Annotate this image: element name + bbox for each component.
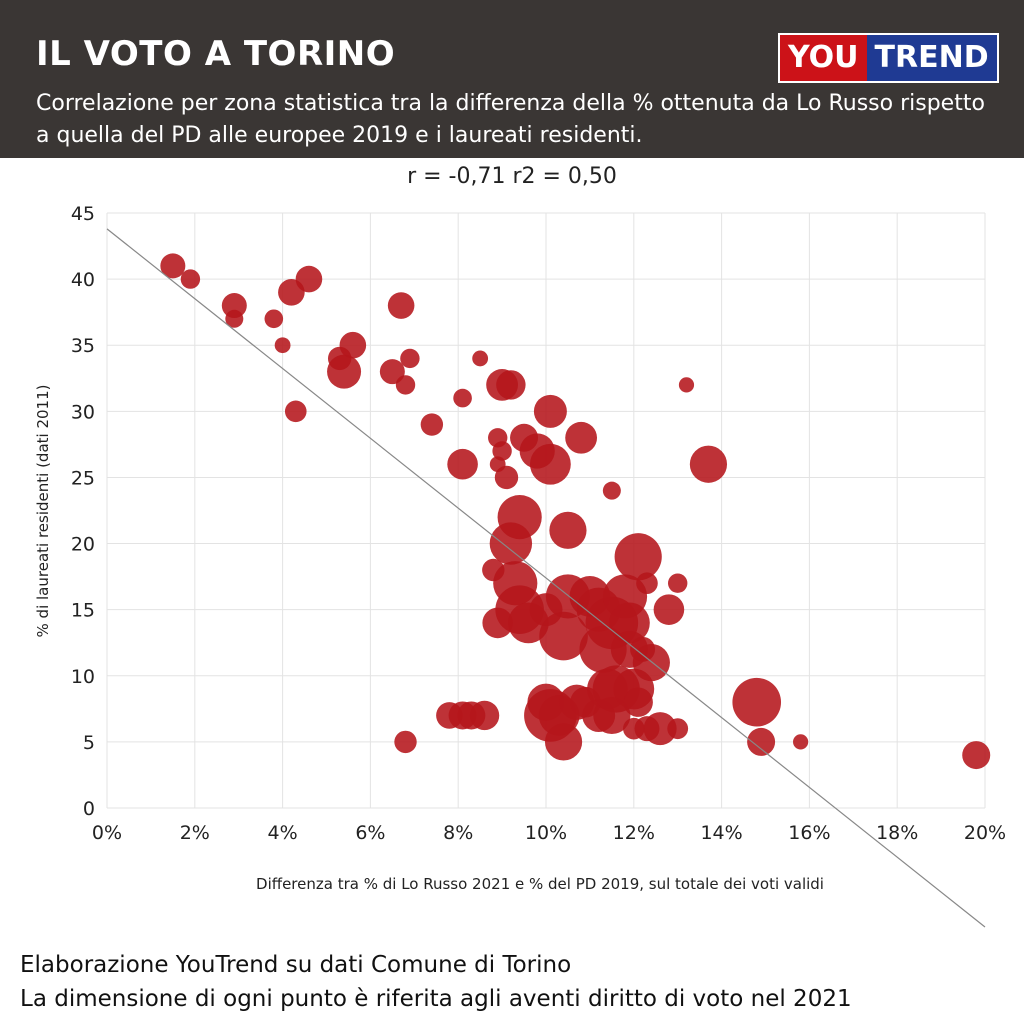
data-point bbox=[469, 700, 500, 731]
data-point bbox=[395, 375, 416, 395]
y-tick-label: 40 bbox=[71, 269, 95, 291]
data-point bbox=[447, 448, 478, 480]
data-point bbox=[327, 354, 362, 389]
x-tick-label: 6% bbox=[355, 822, 385, 844]
footer-size-note: La dimensione di ogni punto è riferita a… bbox=[20, 986, 852, 1012]
x-tick-label: 8% bbox=[443, 822, 473, 844]
data-point bbox=[678, 377, 695, 393]
data-point bbox=[602, 481, 621, 500]
data-point bbox=[379, 359, 405, 385]
x-tick-label: 16% bbox=[788, 822, 830, 844]
x-tick-label: 0% bbox=[92, 822, 122, 844]
x-tick-label: 14% bbox=[700, 822, 742, 844]
logo-trend: TREND bbox=[866, 35, 997, 81]
data-point bbox=[494, 465, 519, 490]
y-axis-label: % di laureati residenti (dati 2011) bbox=[34, 385, 52, 638]
trendline-group bbox=[106, 228, 986, 928]
data-point bbox=[643, 712, 677, 746]
y-axis-ticks: 0 5 10 15 20 25 30 35 40 45 bbox=[71, 203, 95, 820]
y-tick-label: 45 bbox=[71, 203, 95, 225]
data-point bbox=[472, 350, 489, 367]
data-point bbox=[667, 718, 689, 740]
y-tick-label: 20 bbox=[71, 534, 95, 556]
page-title: IL VOTO A TORINO bbox=[36, 34, 396, 74]
data-point bbox=[492, 441, 512, 461]
x-axis-label: Differenza tra % di Lo Russo 2021 e % de… bbox=[256, 875, 824, 893]
data-point bbox=[225, 309, 244, 328]
x-tick-label: 20% bbox=[964, 822, 1006, 844]
data-point bbox=[609, 602, 650, 644]
data-point bbox=[221, 293, 247, 319]
data-point bbox=[387, 292, 415, 319]
y-tick-label: 30 bbox=[71, 401, 95, 423]
y-tick-label: 25 bbox=[71, 467, 95, 489]
data-point bbox=[539, 611, 588, 661]
footer-notes: Elaborazione YouTrend su dati Comune di … bbox=[20, 948, 852, 1016]
data-point bbox=[962, 741, 991, 770]
data-point bbox=[632, 643, 670, 682]
y-tick-label: 35 bbox=[71, 335, 95, 357]
page-subtitle: Correlazione per zona statistica tra la … bbox=[36, 91, 985, 148]
data-point bbox=[533, 394, 567, 428]
data-point bbox=[623, 687, 653, 717]
data-point bbox=[793, 734, 809, 750]
data-point bbox=[565, 421, 598, 454]
data-point bbox=[180, 269, 201, 289]
data-point bbox=[264, 309, 284, 329]
data-point bbox=[636, 572, 658, 595]
footer-source: Elaborazione YouTrend su dati Comune di … bbox=[20, 952, 572, 978]
data-point bbox=[529, 443, 571, 485]
trendline bbox=[106, 228, 986, 928]
data-point bbox=[339, 331, 367, 359]
y-tick-label: 10 bbox=[71, 666, 95, 688]
x-tick-label: 18% bbox=[876, 822, 918, 844]
x-tick-label: 4% bbox=[268, 822, 298, 844]
data-point bbox=[453, 388, 472, 408]
data-point bbox=[653, 594, 685, 625]
x-tick-label: 2% bbox=[180, 822, 210, 844]
data-point bbox=[496, 370, 526, 400]
data-point bbox=[274, 337, 291, 354]
y-tick-label: 15 bbox=[71, 600, 95, 622]
data-point bbox=[394, 730, 417, 754]
data-point bbox=[689, 445, 728, 483]
data-point bbox=[544, 723, 583, 761]
y-tick-label: 0 bbox=[83, 798, 95, 820]
data-point bbox=[420, 413, 444, 436]
header-banner: IL VOTO A TORINO YOU TREND Correlazione … bbox=[0, 0, 1024, 158]
x-tick-label: 12% bbox=[613, 822, 655, 844]
y-tick-label: 5 bbox=[83, 732, 95, 754]
logo-you: YOU bbox=[780, 35, 867, 81]
data-point bbox=[160, 253, 186, 279]
data-point bbox=[614, 533, 662, 581]
data-point bbox=[284, 400, 307, 423]
correlation-stats: r = -0,71 r2 = 0,50 bbox=[407, 164, 617, 189]
data-points bbox=[160, 253, 991, 770]
data-point bbox=[747, 727, 776, 756]
data-point bbox=[489, 522, 533, 565]
data-point bbox=[732, 677, 782, 727]
data-point bbox=[295, 265, 323, 293]
x-axis-ticks: 0% 2% 4% 6% 8% 10% 12% 14% 16% 18% 20% bbox=[92, 822, 1006, 844]
x-tick-label: 10% bbox=[525, 822, 567, 844]
data-point bbox=[400, 348, 420, 369]
youtrend-logo: YOU TREND bbox=[778, 33, 999, 83]
data-point bbox=[668, 573, 688, 593]
data-point bbox=[549, 511, 587, 549]
